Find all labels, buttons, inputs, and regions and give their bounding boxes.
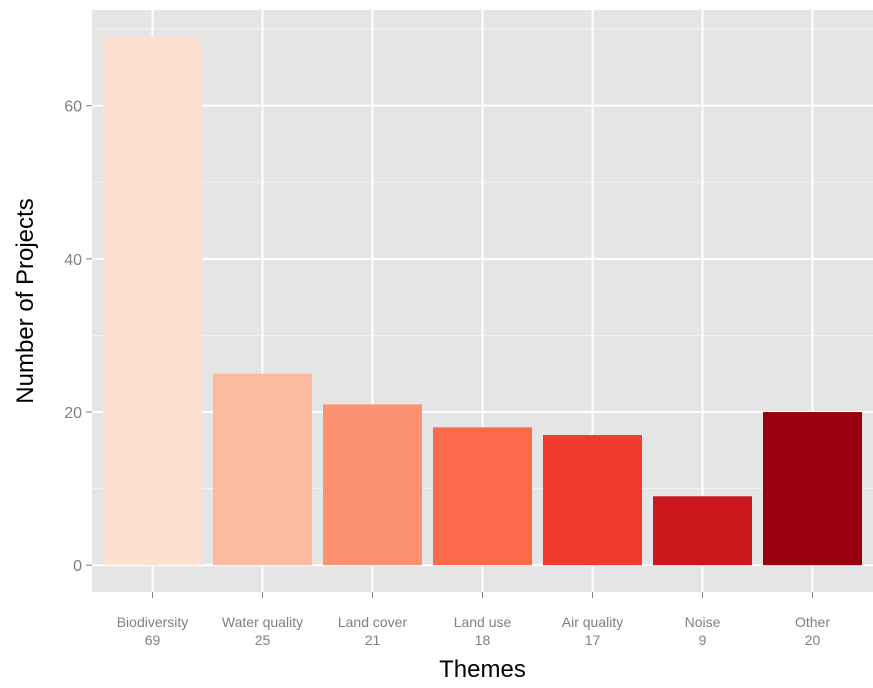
bar (433, 427, 532, 566)
y-tick-label: 20 (64, 405, 82, 422)
x-tick-label: Land cover (338, 614, 408, 630)
x-tick-count: 18 (475, 632, 491, 648)
x-axis-title: Themes (439, 656, 526, 683)
x-tick-label: Noise (685, 614, 721, 630)
bar (543, 435, 642, 566)
x-tick-count: 20 (805, 632, 821, 648)
x-tick-label: Air quality (562, 614, 623, 630)
x-axis-ticks: Biodiversity 69 Water quality 25 Land cover 2… (117, 592, 830, 648)
bar (213, 373, 312, 566)
x-tick-count: 69 (145, 632, 161, 648)
x-tick-label: Water quality (222, 614, 303, 630)
x-tick-count: 21 (365, 632, 381, 648)
bar (763, 412, 862, 566)
y-tick-label: 60 (64, 99, 82, 116)
x-tick-label: Biodiversity (117, 614, 189, 630)
x-tick-label: Land use (454, 614, 512, 630)
bars (103, 36, 862, 566)
x-tick-count: 25 (255, 632, 271, 648)
y-tick-label: 0 (73, 558, 82, 575)
x-tick-label: Other (795, 614, 830, 630)
y-tick-label: 40 (64, 252, 82, 269)
x-tick-count: 9 (699, 632, 707, 648)
y-axis-ticks: 0 20 40 60 (64, 99, 92, 575)
y-axis-title: Number of Projects (12, 198, 39, 403)
bar (653, 496, 752, 566)
x-tick-count: 17 (585, 632, 601, 648)
bar (103, 36, 202, 566)
bar (323, 404, 422, 566)
